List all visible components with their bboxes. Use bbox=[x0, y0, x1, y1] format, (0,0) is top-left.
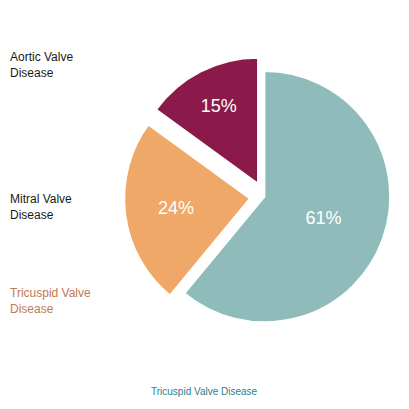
svg-text:Tricuspid Valve Disease: Tricuspid Valve Disease bbox=[151, 386, 258, 397]
svg-text:61%: 61% bbox=[306, 208, 342, 228]
svg-text:Mitral ValveDisease: Mitral ValveDisease bbox=[10, 192, 72, 222]
svg-text:Tricuspid ValveDisease: Tricuspid ValveDisease bbox=[10, 286, 91, 316]
svg-text:15%: 15% bbox=[201, 96, 237, 116]
svg-text:24%: 24% bbox=[158, 198, 194, 218]
svg-text:Aortic ValveDisease: Aortic ValveDisease bbox=[10, 50, 73, 80]
